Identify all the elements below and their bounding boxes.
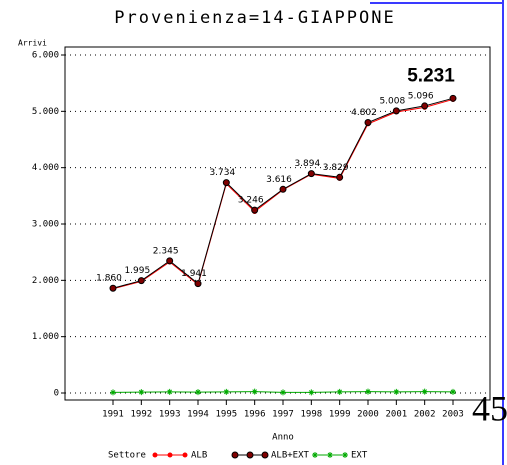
y-tick-label: 5.000 bbox=[32, 107, 59, 117]
data-label: 3.894 bbox=[294, 159, 320, 169]
point bbox=[110, 389, 116, 396]
point bbox=[364, 118, 372, 126]
point bbox=[166, 388, 173, 395]
point bbox=[222, 179, 230, 187]
point bbox=[450, 388, 456, 395]
x-tick-label: 1999 bbox=[329, 410, 351, 420]
data-label: 3.246 bbox=[238, 196, 264, 206]
legend-marker bbox=[342, 452, 348, 458]
legend-marker bbox=[167, 452, 173, 458]
point bbox=[308, 389, 315, 396]
chart-title: Provenienza=14-GIAPPONE bbox=[114, 8, 395, 28]
y-tick-label: 1.000 bbox=[32, 332, 59, 342]
data-label: 5.008 bbox=[379, 96, 405, 106]
point bbox=[138, 389, 145, 396]
y-tick-label: 2.000 bbox=[32, 276, 59, 286]
point bbox=[280, 389, 286, 396]
point bbox=[421, 102, 429, 110]
point bbox=[392, 107, 400, 115]
point bbox=[449, 94, 457, 102]
x-tick-label: 1997 bbox=[272, 410, 294, 420]
x-tick-label: 1996 bbox=[244, 410, 266, 420]
y-tick-label: 6.000 bbox=[32, 51, 59, 61]
legend-label: ALB bbox=[191, 451, 207, 461]
point bbox=[336, 173, 344, 181]
data-label: 3.734 bbox=[209, 168, 235, 178]
y-tick-label: 4.000 bbox=[32, 163, 59, 173]
y-tick-label: 3.000 bbox=[32, 220, 59, 230]
point bbox=[279, 185, 287, 193]
x-tick-label: 2000 bbox=[357, 410, 379, 420]
legend-label: EXT bbox=[351, 451, 368, 461]
point bbox=[194, 280, 202, 288]
x-tick-label: 1995 bbox=[215, 410, 237, 420]
point bbox=[195, 389, 201, 396]
x-tick-label: 2003 bbox=[442, 410, 464, 420]
point bbox=[251, 388, 258, 395]
data-label: 5.231 bbox=[407, 65, 455, 86]
x-tick-label: 1992 bbox=[130, 410, 152, 420]
legend-marker bbox=[152, 452, 158, 458]
y-tick-label: 0 bbox=[54, 389, 59, 399]
point bbox=[421, 388, 428, 395]
x-axis-label: Anno bbox=[272, 433, 294, 443]
data-label: 3.829 bbox=[323, 163, 349, 173]
data-label: 4.802 bbox=[351, 108, 377, 118]
legend-marker bbox=[182, 452, 188, 458]
legend-marker bbox=[261, 451, 269, 459]
legend-marker bbox=[327, 452, 333, 458]
data-label: 1.995 bbox=[124, 266, 150, 276]
point bbox=[393, 388, 400, 395]
point bbox=[137, 277, 145, 285]
data-label: 3.616 bbox=[266, 175, 292, 185]
data-label: 2.345 bbox=[153, 246, 179, 256]
legend-marker bbox=[246, 451, 254, 459]
legend-title: Settore bbox=[108, 451, 146, 461]
x-tick-label: 2001 bbox=[385, 410, 407, 420]
point bbox=[307, 170, 315, 178]
point bbox=[166, 257, 174, 265]
x-tick-label: 2002 bbox=[414, 410, 436, 420]
data-label: 1.941 bbox=[181, 269, 207, 279]
point bbox=[251, 206, 259, 214]
y-axis-label: Arrivi bbox=[18, 39, 47, 48]
legend-label: ALB+EXT bbox=[271, 451, 310, 461]
x-tick-label: 1993 bbox=[159, 410, 181, 420]
x-tick-label: 1991 bbox=[102, 410, 124, 420]
x-tick-label: 1998 bbox=[300, 410, 322, 420]
x-tick-label: 1994 bbox=[187, 410, 209, 420]
data-label: 5.096 bbox=[408, 91, 434, 101]
data-label: 1.860 bbox=[96, 274, 122, 284]
point bbox=[223, 388, 230, 395]
series-line bbox=[112, 97, 454, 289]
legend-marker bbox=[231, 451, 239, 459]
series-line bbox=[112, 98, 454, 290]
point bbox=[365, 388, 371, 395]
point bbox=[109, 284, 117, 292]
legend-marker bbox=[312, 452, 318, 458]
point bbox=[336, 388, 343, 395]
